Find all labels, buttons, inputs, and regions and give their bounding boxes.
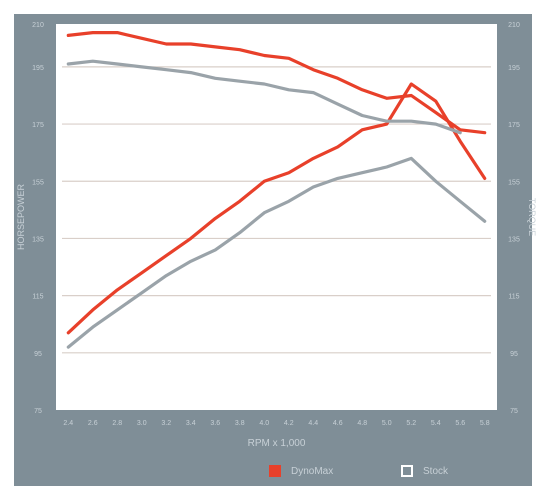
y-tick-right-135: 135 bbox=[508, 236, 520, 243]
x-tick-5.2: 5.2 bbox=[406, 420, 416, 427]
y-tick-left-75: 75 bbox=[34, 408, 42, 415]
y-tick-left-195: 195 bbox=[32, 65, 44, 72]
x-tick-2.4: 2.4 bbox=[63, 420, 73, 427]
series-line-stock-torque bbox=[66, 59, 462, 135]
series-line-dynomax-hp bbox=[66, 82, 487, 335]
y-tick-right-175: 175 bbox=[508, 122, 520, 129]
x-tick-4.4: 4.4 bbox=[308, 420, 318, 427]
legend-label-stock: Stock bbox=[423, 465, 449, 477]
legend-label-dynomax: DynoMax bbox=[291, 465, 334, 477]
x-tick-5.4: 5.4 bbox=[431, 420, 441, 427]
legend-item-stock: Stock bbox=[401, 465, 448, 477]
y-tick-right-195: 195 bbox=[508, 65, 520, 72]
x-tick-5.0: 5.0 bbox=[382, 420, 392, 427]
x-tick-3.2: 3.2 bbox=[161, 420, 171, 427]
y-tick-right-75: 75 bbox=[510, 408, 518, 415]
y-tick-right-95: 95 bbox=[510, 351, 518, 358]
series-line-stock-hp bbox=[66, 156, 487, 349]
x-tick-2.8: 2.8 bbox=[112, 420, 122, 427]
legend-item-dynomax: DynoMax bbox=[269, 465, 333, 477]
x-tick-5.6: 5.6 bbox=[455, 420, 465, 427]
y-tick-right-210: 210 bbox=[508, 22, 520, 29]
y-tick-right-115: 115 bbox=[508, 294, 519, 301]
y-axis-label-left: HORSEPOWER bbox=[16, 184, 26, 251]
x-tick-4.8: 4.8 bbox=[357, 420, 367, 427]
x-axis-label: RPM x 1,000 bbox=[248, 438, 306, 449]
y-tick-left-175: 175 bbox=[32, 122, 44, 129]
x-tick-3.6: 3.6 bbox=[210, 420, 220, 427]
y-tick-left-135: 135 bbox=[32, 236, 44, 243]
x-tick-4.6: 4.6 bbox=[333, 420, 343, 427]
series-line-dynomax-torque bbox=[66, 30, 487, 135]
legend-swatch-stock bbox=[401, 465, 413, 477]
y-axis-label-right: TORQUE bbox=[527, 198, 537, 236]
x-tick-2.6: 2.6 bbox=[88, 420, 98, 427]
plot-area bbox=[56, 24, 497, 410]
y-tick-right-155: 155 bbox=[508, 179, 520, 186]
x-tick-3.4: 3.4 bbox=[186, 420, 196, 427]
x-tick-4.0: 4.0 bbox=[259, 420, 269, 427]
y-tick-left-155: 155 bbox=[32, 179, 44, 186]
x-tick-4.2: 4.2 bbox=[284, 420, 294, 427]
y-tick-left-95: 95 bbox=[34, 351, 42, 358]
x-tick-5.8: 5.8 bbox=[480, 420, 490, 427]
legend-swatch-dynomax bbox=[269, 465, 281, 477]
x-tick-3.0: 3.0 bbox=[137, 420, 147, 427]
y-tick-left-210: 210 bbox=[32, 22, 44, 29]
y-tick-left-115: 115 bbox=[32, 294, 43, 301]
x-tick-3.8: 3.8 bbox=[235, 420, 245, 427]
